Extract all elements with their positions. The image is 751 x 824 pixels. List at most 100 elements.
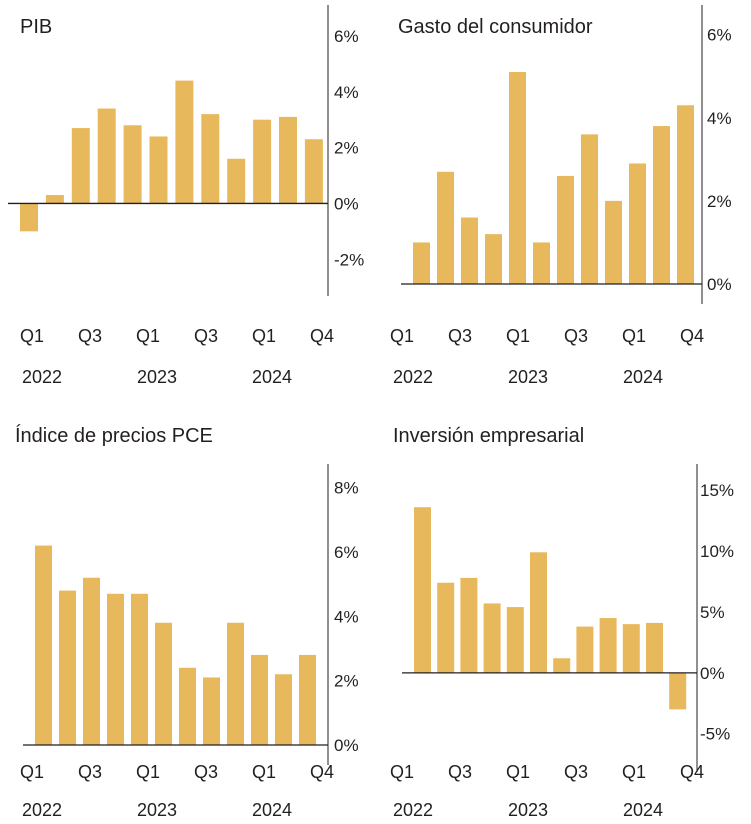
bar — [413, 242, 430, 284]
bar — [201, 114, 220, 204]
x-tick-label: Q1 — [136, 762, 160, 782]
bar — [414, 507, 431, 673]
x-tick-label: Q4 — [310, 326, 334, 346]
bar — [460, 577, 478, 673]
x-tick-label: Q1 — [252, 762, 276, 782]
bar — [653, 126, 670, 284]
bar — [227, 158, 246, 204]
year-label: 2022 — [22, 800, 62, 819]
bar — [576, 626, 594, 673]
x-tick-label: Q1 — [622, 326, 646, 346]
x-tick-label: Q1 — [506, 326, 530, 346]
y-tick-label: 5% — [700, 603, 725, 622]
bar — [299, 654, 316, 745]
bar — [227, 622, 244, 745]
bar — [279, 116, 297, 204]
y-tick-label: -5% — [700, 725, 730, 744]
bar — [59, 590, 76, 745]
y-tick-label: -2% — [334, 250, 364, 269]
bar — [179, 667, 196, 745]
bar — [35, 545, 52, 745]
bar — [149, 136, 168, 204]
bar — [45, 195, 64, 204]
y-tick-label: 2% — [334, 672, 359, 691]
x-tick-label: Q4 — [310, 762, 334, 782]
y-tick-label: 2% — [334, 139, 359, 158]
y-tick-label: 0% — [334, 194, 359, 213]
y-tick-label: 6% — [334, 543, 359, 562]
year-label: 2023 — [137, 800, 177, 819]
bar — [107, 593, 124, 745]
y-tick-label: 2% — [707, 192, 732, 211]
chart-pib: PIB 6% 4% 2% 0% -2% Q1 Q3 Q1 Q3 Q1 Q4 2022 2023 2024 — [8, 5, 364, 387]
x-tick-label: Q3 — [78, 762, 102, 782]
x-tick-label: Q4 — [680, 326, 704, 346]
y-tick-label: 15% — [700, 481, 734, 500]
bar — [605, 200, 622, 284]
x-tick-label: Q3 — [448, 326, 472, 346]
x-tick-label: Q4 — [680, 762, 704, 782]
bar — [509, 72, 526, 284]
x-tick-label: Q3 — [448, 762, 472, 782]
bar — [253, 119, 272, 204]
bar — [622, 624, 640, 673]
bar — [175, 80, 194, 204]
bar — [485, 234, 502, 284]
bar — [677, 105, 694, 284]
y-tick-label: 10% — [700, 542, 734, 561]
year-label: 2024 — [252, 800, 292, 819]
bar — [553, 658, 571, 673]
bar — [646, 622, 663, 673]
x-tick-label: Q1 — [622, 762, 646, 782]
x-tick-label: Q3 — [564, 762, 588, 782]
bar — [557, 175, 574, 284]
bar — [131, 593, 148, 745]
bar — [203, 677, 220, 745]
bar — [275, 674, 292, 745]
x-tick-label: Q1 — [20, 326, 44, 346]
bar — [251, 654, 268, 745]
bar — [533, 242, 550, 284]
chart-indice-pce: Índice de precios PCE 8% 6% 4% 2% 0% Q1 Q3 Q1 Q3 Q… — [15, 424, 359, 820]
y-tick-label: 0% — [700, 664, 725, 683]
bar — [71, 128, 90, 204]
chart-inversion-empresarial: Inversión empresarial 15% 10% 5% 0% -5% Q1 Q3 Q1… — [390, 425, 734, 820]
bar — [97, 108, 116, 204]
y-tick-label: 0% — [707, 275, 732, 294]
year-label: 2022 — [393, 367, 433, 387]
x-tick-label: Q1 — [390, 326, 414, 346]
y-tick-label: 4% — [334, 83, 359, 102]
year-label: 2022 — [22, 367, 62, 387]
chart-title: Inversión empresarial — [393, 425, 584, 447]
chart-title: Gasto del consumidor — [398, 16, 593, 38]
y-tick-label: 8% — [334, 479, 359, 498]
bar — [530, 552, 547, 673]
bar — [461, 217, 478, 284]
x-tick-label: Q1 — [252, 326, 276, 346]
year-label: 2022 — [393, 800, 433, 819]
x-tick-label: Q1 — [506, 762, 530, 782]
y-tick-label: 4% — [707, 109, 732, 128]
year-label: 2023 — [508, 800, 548, 819]
bar — [123, 125, 142, 204]
year-label: 2024 — [623, 800, 663, 819]
y-tick-label: 6% — [707, 26, 732, 45]
year-label: 2023 — [137, 367, 177, 387]
chart-title: PIB — [20, 16, 52, 38]
y-tick-label: 6% — [334, 27, 359, 46]
x-tick-label: Q3 — [564, 326, 588, 346]
bar — [20, 203, 38, 232]
bar — [506, 607, 524, 673]
year-label: 2023 — [508, 367, 548, 387]
year-label: 2024 — [252, 367, 292, 387]
x-tick-label: Q3 — [78, 326, 102, 346]
x-tick-label: Q1 — [20, 762, 44, 782]
x-tick-label: Q3 — [194, 326, 218, 346]
year-label: 2024 — [623, 367, 663, 387]
x-tick-label: Q1 — [136, 326, 160, 346]
y-tick-label: 0% — [334, 736, 359, 755]
bar — [669, 672, 687, 710]
chart-gasto-consumidor: Gasto del consumidor 6% 4% 2% 0% Q1 Q3 Q1 Q3 Q1 Q4… — [390, 5, 732, 387]
bar — [437, 582, 455, 673]
